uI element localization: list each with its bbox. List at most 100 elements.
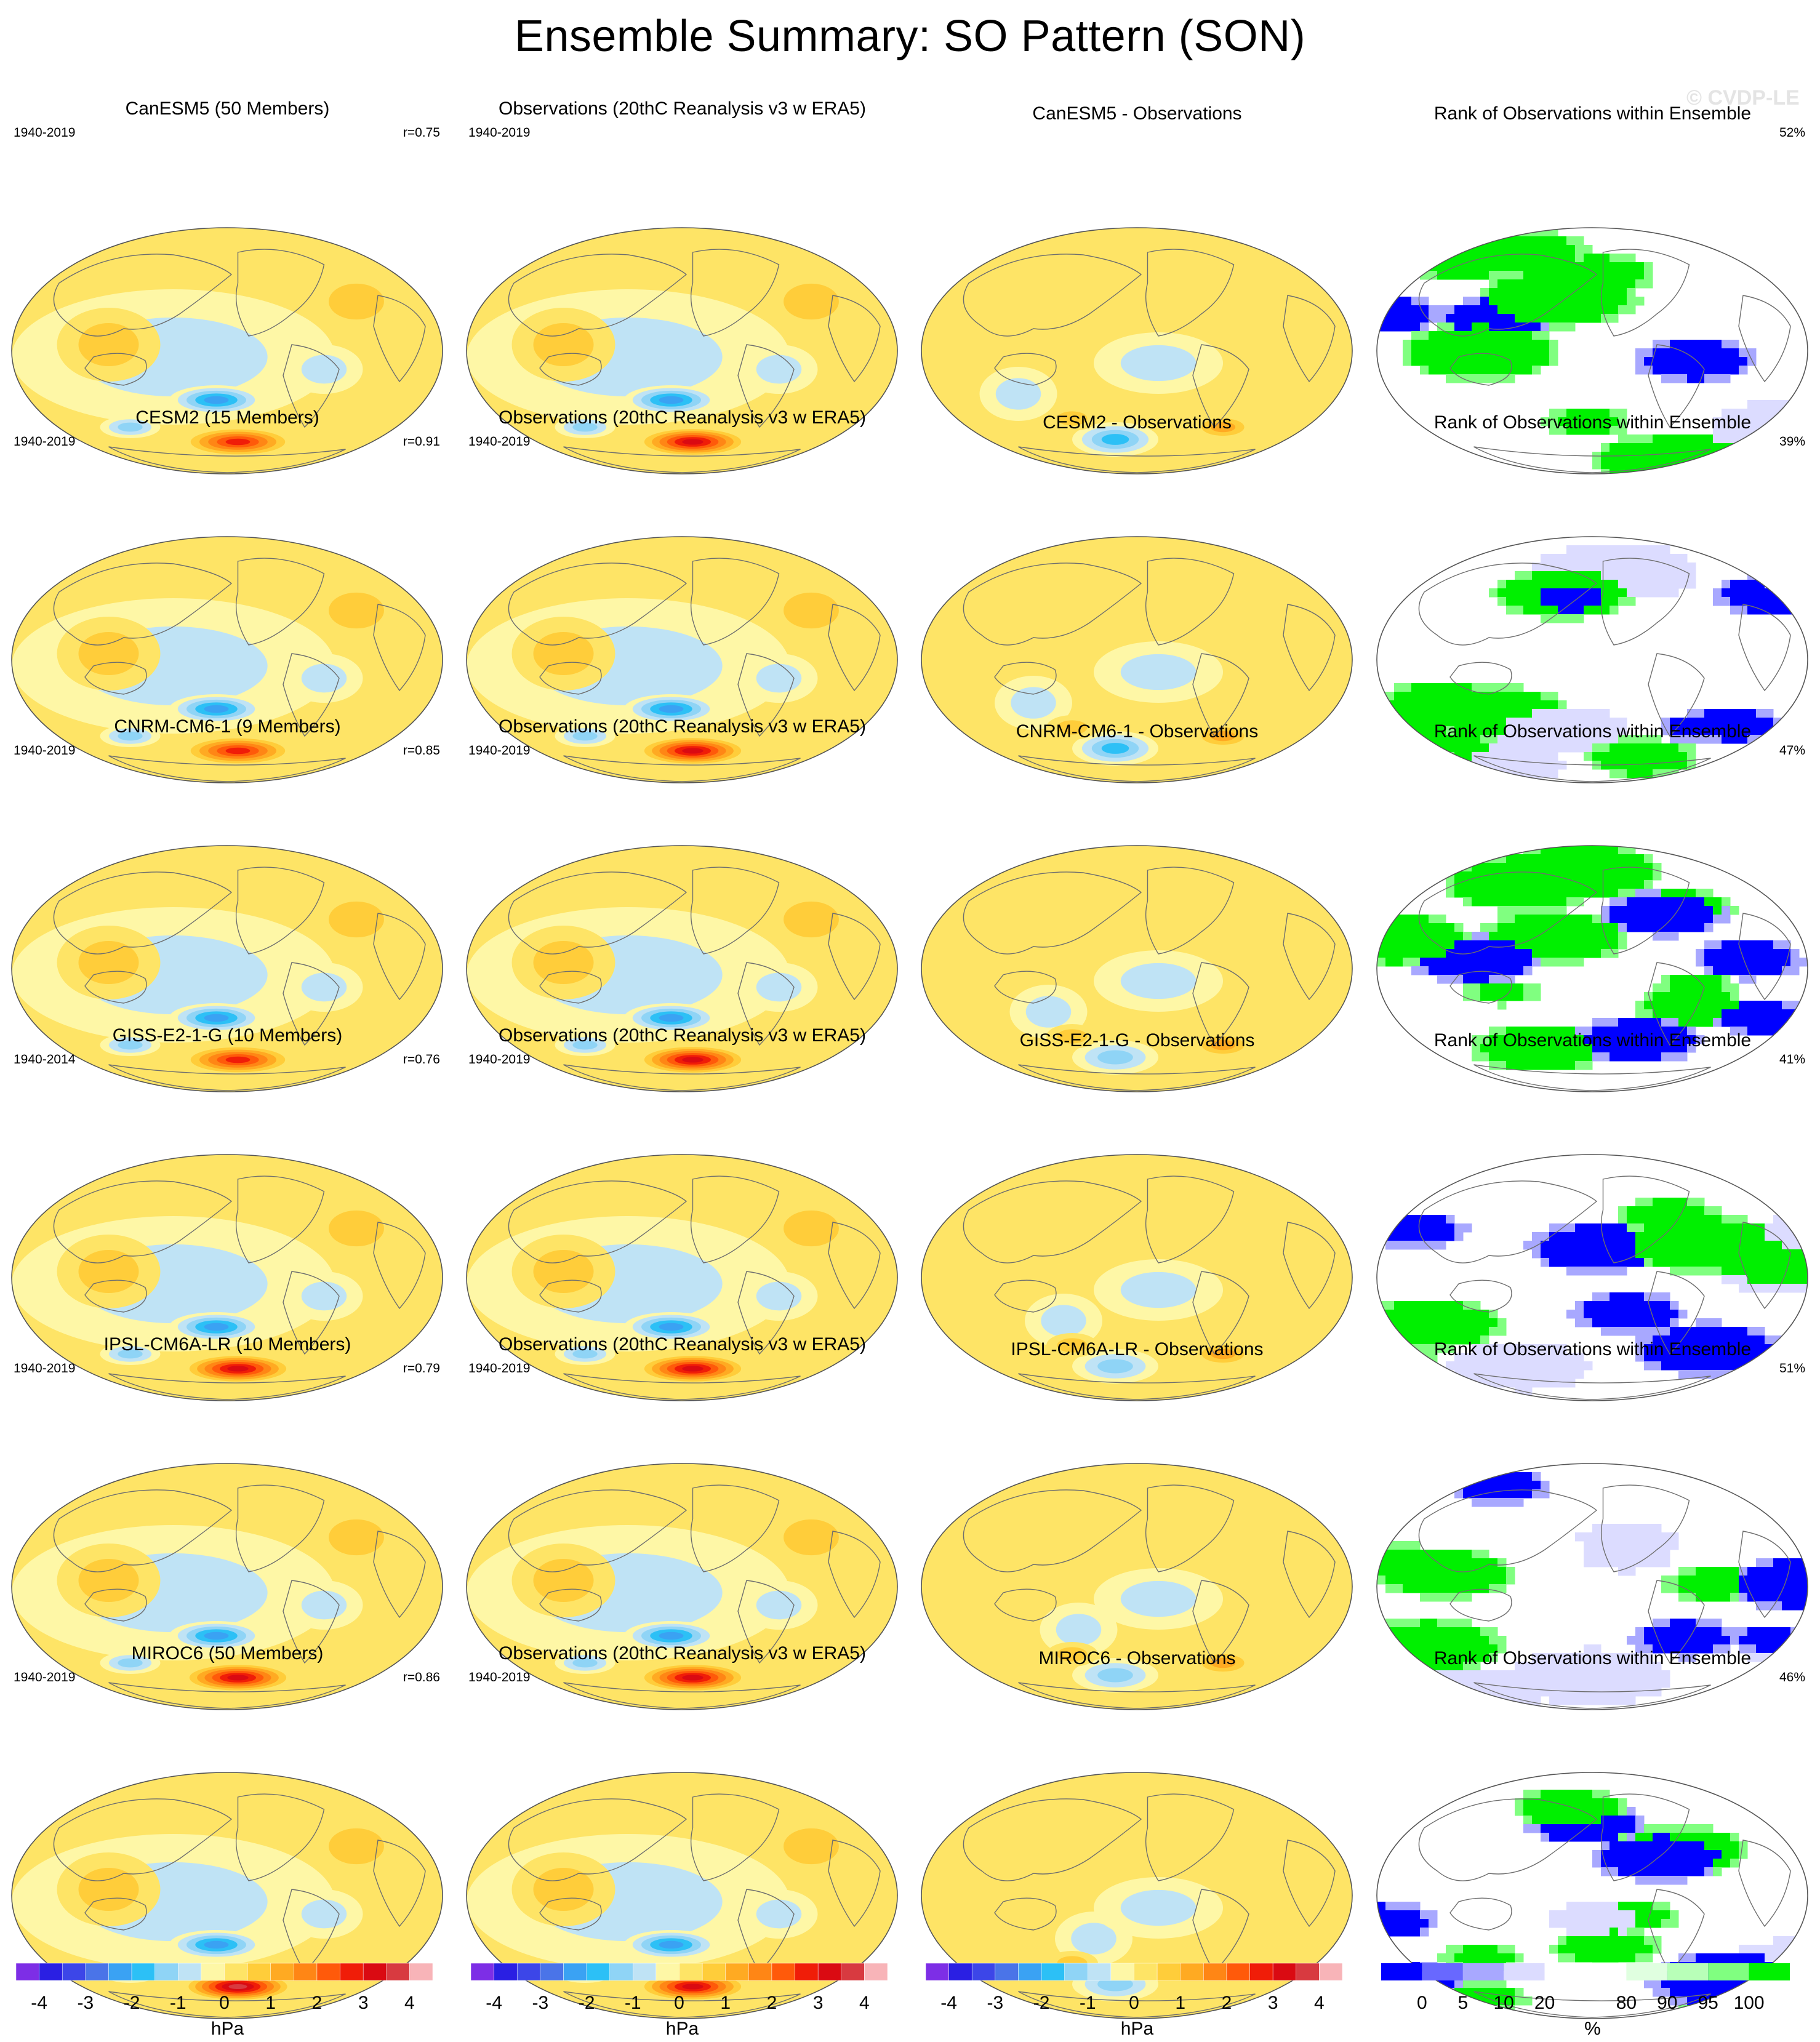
rank-swatch-2 bbox=[1462, 1963, 1504, 1980]
map-4-2-continent-4 bbox=[1018, 1682, 1256, 1709]
map-1-0-continent-1 bbox=[84, 662, 147, 695]
map-1-3-continent-2 bbox=[1600, 558, 1690, 646]
colorbar-tick-label: 3 bbox=[358, 1993, 369, 2013]
map-5-3-continent-2 bbox=[1600, 1793, 1690, 1881]
map-4-2-continent-0 bbox=[963, 1489, 1142, 1572]
colorbar-swatch-7 bbox=[1088, 1963, 1112, 1981]
map-2-2-coastlines bbox=[963, 867, 1336, 1091]
map-2-1-continent-0 bbox=[508, 871, 688, 955]
map-5-2-continent-3 bbox=[1192, 1889, 1249, 1973]
map-4-3-continent-0 bbox=[1418, 1489, 1598, 1572]
panel-period: 1940-2019 bbox=[468, 1052, 531, 1067]
panel-canesm5-obs: Observations (20thC Reanalysis v3 w ERA5… bbox=[455, 98, 910, 474]
map-giss-e2-1-g-diff bbox=[921, 1154, 1353, 1401]
colorbar-swatch-8 bbox=[1110, 1963, 1134, 1981]
map-4-1-continent-0 bbox=[508, 1489, 688, 1572]
map-1-1-continent-5 bbox=[828, 604, 881, 692]
map-1-2-contour-1-1 bbox=[1120, 654, 1197, 691]
map-0-1-continent-1 bbox=[539, 353, 602, 386]
map-5-0-continent-0 bbox=[53, 1798, 233, 1881]
page-title: Ensemble Summary: SO Pattern (SON) bbox=[514, 12, 1306, 61]
colorbar-tick-label: -2 bbox=[1033, 1993, 1050, 2013]
map-5-2-continent-0 bbox=[963, 1798, 1142, 1881]
map-4-1-contour-3-6 bbox=[682, 1675, 704, 1681]
colorbar-swatch-2 bbox=[516, 1963, 541, 1981]
map-3-2-continent-4 bbox=[1018, 1373, 1256, 1400]
colorbar-tick-label: -1 bbox=[1079, 1993, 1096, 2013]
colorbar-swatch-0 bbox=[15, 1963, 39, 1981]
colorbar-swatch-4 bbox=[108, 1963, 132, 1981]
map-4-0-contour-6-1 bbox=[329, 1519, 384, 1556]
map-5-2-continent-4 bbox=[1018, 1991, 1256, 2018]
rank-percent: 52% bbox=[1779, 126, 1805, 140]
map-4-2-contour-4-1 bbox=[1057, 1647, 1088, 1662]
map-2-1-contour-1-4 bbox=[659, 1014, 684, 1022]
map-cnrm-cm6-1-obs bbox=[466, 845, 898, 1092]
rank-swatch-4 bbox=[1544, 1963, 1585, 1980]
map-2-2-field bbox=[921, 846, 1352, 1092]
pattern-correlation: r=0.86 bbox=[403, 1670, 440, 1684]
panel-title: Rank of Observations within Ensemble bbox=[1433, 1648, 1752, 1668]
map-3-2-contour-5-0 bbox=[1126, 1189, 1234, 1219]
map-4-0-contour-4-1 bbox=[78, 1559, 139, 1602]
colorbar-tick-label: -4 bbox=[940, 1993, 957, 2013]
colorbar-swatch-9 bbox=[1134, 1963, 1158, 1981]
panel-title: Rank of Observations within Ensemble bbox=[1433, 1339, 1752, 1359]
map-5-1-contour-5-1 bbox=[756, 1899, 802, 1929]
map-2-0-continent-1 bbox=[84, 971, 147, 1004]
map-3-1-contour-1-4 bbox=[659, 1323, 684, 1331]
colorbar-swatch-15 bbox=[817, 1963, 842, 1981]
map-1-1-contour-5-1 bbox=[756, 663, 802, 693]
panel-title: Rank of Observations within Ensemble bbox=[1433, 721, 1752, 742]
map-1-2-contour-5-0 bbox=[1126, 571, 1234, 601]
colorbar-swatch-2 bbox=[62, 1963, 86, 1981]
rank-tick-label: 10 bbox=[1493, 1993, 1514, 2013]
colorbar-swatch-1 bbox=[39, 1963, 63, 1981]
panel-ipsl-cm6a-lr-obs: Observations (20thC Reanalysis v3 w ERA5… bbox=[455, 1334, 910, 1710]
panel-title: MIROC6 - Observations bbox=[1038, 1648, 1236, 1668]
colorbar-tick-label: -2 bbox=[123, 1993, 140, 2013]
map-3-1-contour-6-1 bbox=[784, 1210, 839, 1247]
map-1-0-continent-4 bbox=[108, 755, 346, 782]
map-3-1-field bbox=[467, 1155, 897, 1401]
map-3-3-coastlines bbox=[1418, 1175, 1791, 1400]
map-4-0-continent-3 bbox=[283, 1580, 340, 1664]
colorbar-swatch-3 bbox=[540, 1963, 564, 1981]
map-1-2-continent-0 bbox=[963, 563, 1142, 646]
panel-miroc6-obs: Observations (20thC Reanalysis v3 w ERA5… bbox=[455, 1643, 910, 2019]
map-0-0-contour-6-1 bbox=[329, 283, 384, 320]
map-5-2-contour-1-1 bbox=[1120, 1889, 1197, 1926]
map-0-1-contour-3-6 bbox=[682, 439, 704, 445]
map-0-1-contour-1-4 bbox=[659, 396, 684, 404]
map-1-2-contour-2-3 bbox=[1101, 743, 1129, 754]
map-4-3-continent-4 bbox=[1473, 1682, 1711, 1709]
map-0-0-continent-2 bbox=[235, 249, 325, 337]
panel-title: GISS-E2-1-G (10 Members) bbox=[112, 1025, 343, 1046]
map-2-0-continent-3 bbox=[283, 962, 340, 1046]
map-5-1-continent-5 bbox=[828, 1840, 881, 1928]
colorbar-tick-label: -1 bbox=[169, 1993, 186, 2013]
map-0-2-continent-5 bbox=[1283, 295, 1336, 383]
map-4-3-coastlines bbox=[1418, 1484, 1791, 1709]
map-5-3-continent-3 bbox=[1648, 1889, 1705, 1973]
rank-percent: 47% bbox=[1779, 743, 1805, 758]
map-1-1-globe-border bbox=[466, 536, 898, 783]
map-2-1-continent-1 bbox=[539, 971, 602, 1004]
rank-tick-label: 90 bbox=[1657, 1993, 1678, 2013]
map-3-0-globe-border bbox=[11, 1154, 443, 1401]
map-cesm2-obs bbox=[466, 536, 898, 783]
map-1-1-coastlines bbox=[508, 558, 881, 782]
colorbar-swatch-12 bbox=[1203, 1963, 1227, 1981]
map-3-0-continent-0 bbox=[53, 1180, 233, 1263]
map-ipsl-cm6a-lr-diff bbox=[921, 1463, 1353, 1710]
map-4-1-contour-2-2 bbox=[572, 1658, 598, 1668]
panel-period: 1940-2019 bbox=[14, 434, 76, 449]
map-0-1-continent-4 bbox=[563, 446, 801, 473]
map-4-0-continent-5 bbox=[373, 1531, 426, 1619]
panel-period: 1940-2019 bbox=[468, 743, 531, 758]
map-1-0-continent-5 bbox=[373, 604, 426, 692]
map-0-2-coastlines bbox=[963, 249, 1336, 473]
map-0-2-continent-3 bbox=[1192, 344, 1249, 428]
map-2-0-globe-border bbox=[11, 845, 443, 1092]
panel-title: CNRM-CM6-1 (9 Members) bbox=[114, 716, 341, 737]
